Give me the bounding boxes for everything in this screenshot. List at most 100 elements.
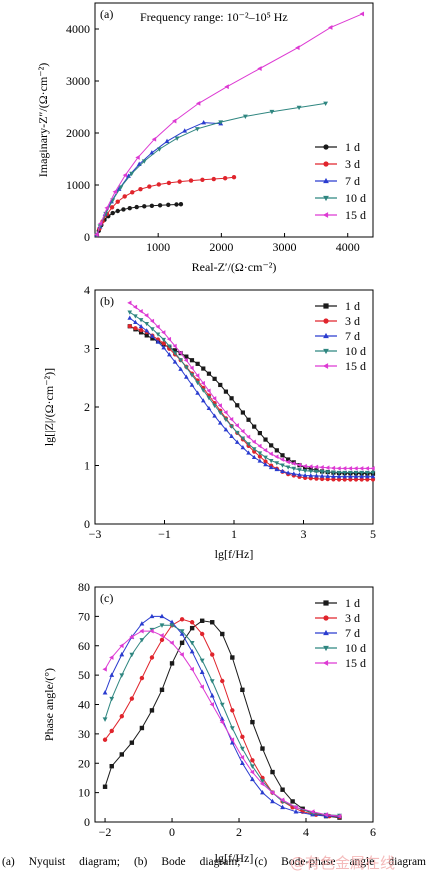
plot-frame	[94, 586, 374, 823]
plot-frame	[94, 289, 374, 525]
data-point	[359, 474, 364, 479]
data-point	[336, 813, 342, 819]
data-point	[268, 458, 274, 464]
data-point	[171, 118, 177, 124]
data-point	[122, 172, 128, 178]
series-7d	[102, 613, 342, 818]
data-point	[252, 424, 257, 429]
data-point	[155, 332, 161, 337]
data-point	[159, 613, 165, 619]
data-point	[285, 459, 290, 465]
data-point	[274, 466, 280, 472]
data-point	[370, 477, 376, 482]
legend-label: 15 d	[345, 656, 366, 670]
data-point	[155, 339, 161, 344]
data-point	[206, 388, 211, 394]
data-point	[166, 202, 171, 208]
data-point	[206, 371, 212, 376]
data-point	[229, 726, 235, 731]
panel-label: (a)	[100, 7, 113, 21]
data-point	[109, 672, 115, 677]
data-point	[323, 101, 329, 106]
data-point	[308, 464, 313, 469]
data-point	[240, 734, 245, 740]
data-point	[159, 637, 165, 643]
data-point	[365, 477, 370, 482]
y-tick-label: 40	[78, 698, 90, 712]
data-point	[314, 469, 319, 474]
data-point	[246, 442, 251, 447]
data-point	[257, 458, 263, 463]
data-point	[209, 702, 214, 707]
data-point	[195, 361, 200, 366]
data-point	[359, 466, 364, 471]
data-point	[149, 318, 155, 324]
data-point	[133, 314, 138, 319]
watermark: @有色金属在线	[290, 854, 396, 872]
data-point	[119, 651, 125, 657]
data-point	[199, 669, 205, 674]
data-point	[129, 634, 134, 640]
data-point	[139, 725, 145, 731]
data-point	[109, 655, 114, 660]
y-tick-label: 4000	[66, 22, 90, 36]
data-point	[280, 804, 285, 810]
series-line	[96, 176, 235, 236]
series-line	[129, 325, 373, 480]
data-point	[159, 623, 165, 628]
data-point	[246, 417, 251, 422]
legend-label: 7 d	[345, 329, 360, 343]
data-point	[129, 696, 135, 701]
legend-marker	[323, 161, 329, 167]
series-15d	[102, 628, 342, 819]
data-point	[102, 666, 107, 672]
data-point	[127, 315, 133, 320]
data-point	[353, 466, 358, 471]
data-point	[347, 466, 353, 471]
data-point	[115, 199, 120, 204]
data-point	[189, 625, 195, 631]
data-point	[189, 641, 195, 646]
data-point	[189, 620, 195, 625]
data-point	[161, 337, 167, 343]
data-point	[112, 189, 117, 195]
legend-label: 1 d	[345, 596, 360, 610]
x-tick-label: 0	[169, 825, 175, 839]
data-point	[342, 474, 348, 479]
data-point	[229, 740, 235, 745]
data-point	[174, 202, 179, 207]
data-point	[257, 451, 263, 456]
y-tick-label: 0	[84, 815, 90, 829]
plot-frame	[94, 2, 374, 238]
y-tick-label: 3	[84, 342, 90, 356]
data-point	[342, 470, 348, 476]
data-point	[151, 136, 157, 142]
data-point	[242, 114, 248, 119]
data-point	[102, 784, 108, 789]
data-point	[257, 66, 262, 71]
data-point	[155, 324, 160, 330]
data-point	[308, 466, 313, 472]
data-point	[251, 454, 257, 460]
bode-magnitude-panel: −3 −1 1 3 5 0 1 2 3 4 lg[f/Hz] lg[|Z|/(Ω·cm⁻²)] (b) 1…	[42, 283, 376, 561]
data-point	[353, 474, 359, 479]
data-point	[331, 470, 336, 475]
data-point	[201, 366, 206, 371]
data-point	[119, 643, 124, 649]
data-point	[166, 180, 172, 186]
nyquist-panel: 1000 2000 3000 4000 0 1000 2000 3000 4000 Real-Z′…	[36, 2, 374, 274]
data-point	[229, 737, 235, 743]
series-line	[104, 630, 340, 817]
data-point	[257, 430, 262, 436]
y-tick-label: 4	[84, 283, 90, 297]
x-axis-label: Real-Z′/(Ω·cm⁻²)	[192, 260, 277, 274]
data-point	[297, 472, 302, 477]
legend-marker	[323, 348, 329, 355]
data-point	[231, 175, 237, 180]
data-point	[102, 717, 108, 722]
data-point	[319, 465, 324, 470]
data-point	[370, 470, 376, 476]
data-point	[139, 621, 145, 626]
y-tick-label: 10	[78, 786, 90, 800]
legend-marker	[323, 629, 329, 636]
